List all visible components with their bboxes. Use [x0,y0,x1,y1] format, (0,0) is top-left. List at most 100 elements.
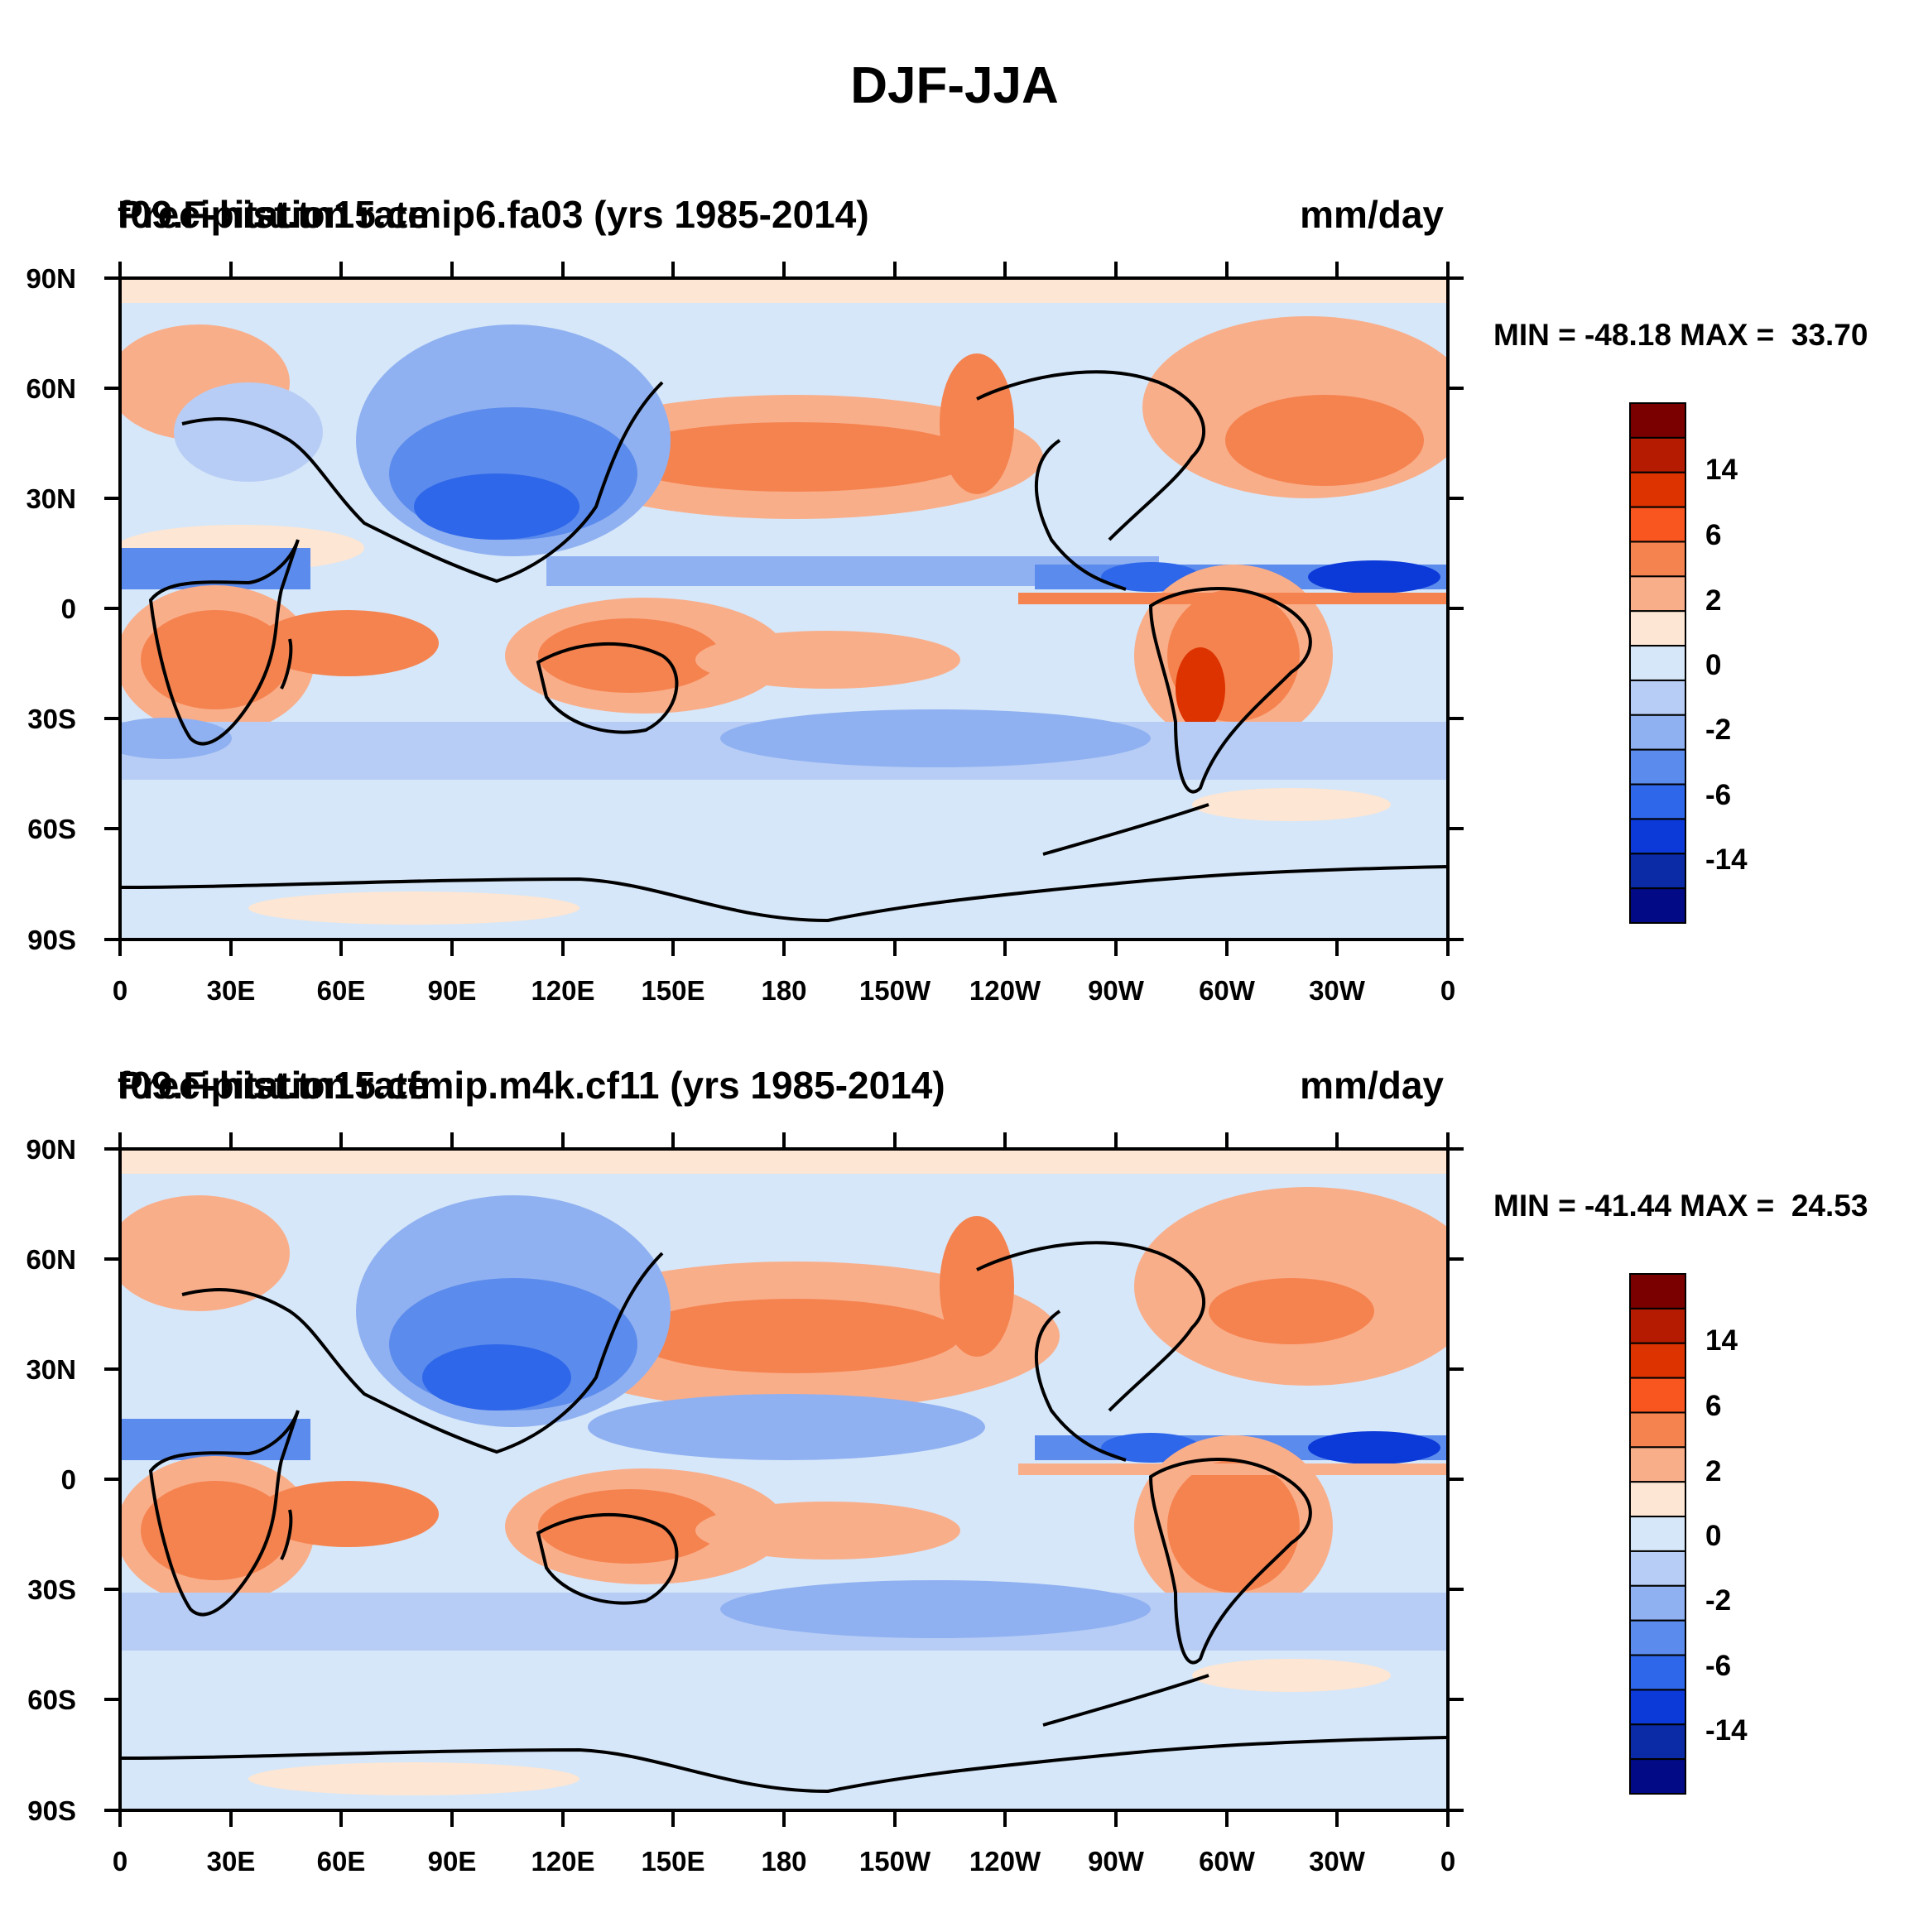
left-title: Precipitation rate [118,193,429,236]
colorbar-box [1629,575,1686,613]
lat-ticks [104,1147,1464,1812]
lon-label-180: 180 [761,975,807,1006]
lon-label-0: 0 [112,1846,128,1877]
case-title: f09.F-hist.tn15.cmip6.fa03 (yrs 1985-201… [118,193,869,236]
lon-label-30E: 30E [206,975,256,1006]
figure-title: DJF-JJA [850,57,1059,114]
colorbar-box [1629,1516,1686,1552]
lon-label-90W: 90W [1088,1846,1144,1877]
precip-field [120,278,1448,925]
case-title: f09.F-hist.tn15.cfmip.m4k.cf11 (yrs 1985… [118,1064,945,1107]
colorbar-box [1629,1550,1686,1587]
colorbar-box [1629,818,1686,855]
colorbar-box [1629,1689,1686,1726]
colorbar-box [1629,714,1686,751]
lon-label-0-east: 0 [1440,1846,1456,1877]
map-panel-1: Precipitation rate f09.F-hist.tn15.cmip6… [0,192,1909,1061]
colorbar-label: 6 [1705,519,1722,551]
coastlines [120,370,1448,923]
colorbar-box [1629,1584,1686,1622]
lon-label-30W: 30W [1309,975,1365,1006]
lat-label-90S: 90S [27,1795,76,1826]
colorbar-box [1629,506,1686,543]
left-title: Precipitation rate [118,1064,429,1107]
lon-ticks [118,1132,1450,1827]
colorbar-box [1629,541,1686,578]
lat-label-60N: 60N [26,373,76,404]
lon-label-60W: 60W [1199,975,1255,1006]
colorbar-label: -6 [1705,1650,1732,1682]
colorbar-label: 2 [1705,584,1722,617]
lon-label-30W: 30W [1309,1846,1365,1877]
colorbar-label: 2 [1705,1455,1722,1487]
colorbar-label: -14 [1705,1714,1748,1747]
lon-label-150E: 150E [641,1846,705,1877]
colorbar-label: -2 [1705,1584,1732,1617]
colorbar-label: 14 [1705,1324,1738,1357]
colorbar-box [1629,1273,1686,1310]
colorbar-box [1629,1342,1686,1379]
colorbar-label: -2 [1705,714,1732,746]
colorbar-box [1629,471,1686,508]
lon-label-150E: 150E [641,975,705,1006]
lat-label-30S: 30S [27,704,76,734]
lon-ticks [118,262,1450,956]
lat-label-0: 0 [60,594,76,624]
colorbar-label: 14 [1705,454,1738,486]
map-plot [104,1132,1686,1827]
colorbar-box [1629,853,1686,890]
colorbar-label: 0 [1705,649,1722,681]
units-label: mm/day [1300,193,1444,236]
lat-label-60N: 60N [26,1244,76,1275]
colorbar-box [1629,1654,1686,1691]
colorbar-box [1629,610,1686,647]
colorbar-box [1629,1411,1686,1449]
lat-label-90N: 90N [26,1134,76,1165]
lat-label-90N: 90N [26,263,76,294]
colorbar-box [1629,1758,1686,1795]
lon-label-90E: 90E [427,1846,477,1877]
colorbar-box [1629,783,1686,820]
lon-label-150W: 150W [858,1846,931,1877]
colorbar-box [1629,402,1686,439]
lat-ticks [104,276,1464,941]
min-max-stats: MIN = -41.44 MAX = 24.53 [1493,1189,1868,1223]
lon-label-120E: 120E [531,1846,595,1877]
lat-label-90S: 90S [27,925,76,955]
colorbar-label: -6 [1705,779,1732,811]
lon-label-60E: 60E [316,1846,366,1877]
lat-label-60S: 60S [27,814,76,844]
lon-label-120W: 120W [969,1846,1041,1877]
colorbar-box [1629,1481,1686,1518]
colorbar-label: -14 [1705,843,1748,876]
lon-label-60W: 60W [1199,1846,1255,1877]
colorbar-box [1629,1723,1686,1761]
lat-label-30N: 30N [26,1354,76,1385]
lon-label-0: 0 [112,975,128,1006]
lat-label-60S: 60S [27,1684,76,1715]
lat-label-0: 0 [60,1464,76,1495]
colorbar-box [1629,679,1686,716]
min-max-stats: MIN = -48.18 MAX = 33.70 [1493,318,1868,352]
units-label: mm/day [1300,1064,1444,1107]
lon-label-90E: 90E [427,975,477,1006]
colorbar-box [1629,436,1686,473]
lon-label-120W: 120W [969,975,1041,1006]
lat-label-30S: 30S [27,1574,76,1605]
map-panel-2: Precipitation rate f09.F-hist.tn15.cfmip… [0,1063,1909,1932]
colorbar-box [1629,1446,1686,1483]
colorbar [1629,402,1686,925]
colorbar-label: 6 [1705,1390,1722,1422]
lat-label-30N: 30N [26,483,76,514]
colorbar-box [1629,1377,1686,1414]
colorbar-box [1629,645,1686,681]
coastlines [120,1241,1448,1794]
colorbar-box [1629,1307,1686,1344]
lon-label-180: 180 [761,1846,807,1877]
colorbar-box [1629,748,1686,786]
lon-label-150W: 150W [858,975,931,1006]
map-plot [104,262,1686,956]
lon-label-60E: 60E [316,975,366,1006]
colorbar-box [1629,1619,1686,1656]
colorbar-label: 0 [1705,1520,1722,1552]
